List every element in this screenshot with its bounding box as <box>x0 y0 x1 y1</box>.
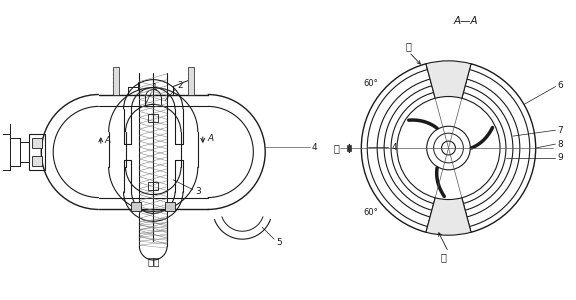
Bar <box>188 67 194 94</box>
Bar <box>347 145 351 151</box>
Text: A—A: A—A <box>454 16 479 26</box>
Text: 8: 8 <box>558 140 563 148</box>
Text: 1: 1 <box>153 83 158 92</box>
Bar <box>148 182 158 190</box>
Text: 9: 9 <box>558 153 563 162</box>
Bar <box>32 138 42 148</box>
Bar <box>113 67 119 94</box>
Text: 60°: 60° <box>364 79 378 88</box>
Text: 高: 高 <box>334 143 339 153</box>
Text: A: A <box>105 136 111 145</box>
Bar <box>165 202 175 212</box>
Text: 4: 4 <box>312 142 317 152</box>
Bar <box>131 202 141 212</box>
Text: 7: 7 <box>558 126 563 135</box>
Wedge shape <box>426 198 471 235</box>
Bar <box>32 156 42 166</box>
Text: 2: 2 <box>177 81 183 90</box>
Text: 5: 5 <box>276 238 282 247</box>
Text: 3: 3 <box>195 187 200 196</box>
Text: 60°: 60° <box>364 208 378 217</box>
Text: 低: 低 <box>406 41 412 51</box>
Wedge shape <box>426 61 471 98</box>
Text: A: A <box>208 134 214 142</box>
Bar <box>148 114 158 122</box>
Text: 4: 4 <box>391 142 397 152</box>
Text: 6: 6 <box>558 81 563 90</box>
Text: 中: 中 <box>441 252 446 262</box>
Bar <box>29 134 46 170</box>
Text: 断面: 断面 <box>147 256 160 266</box>
